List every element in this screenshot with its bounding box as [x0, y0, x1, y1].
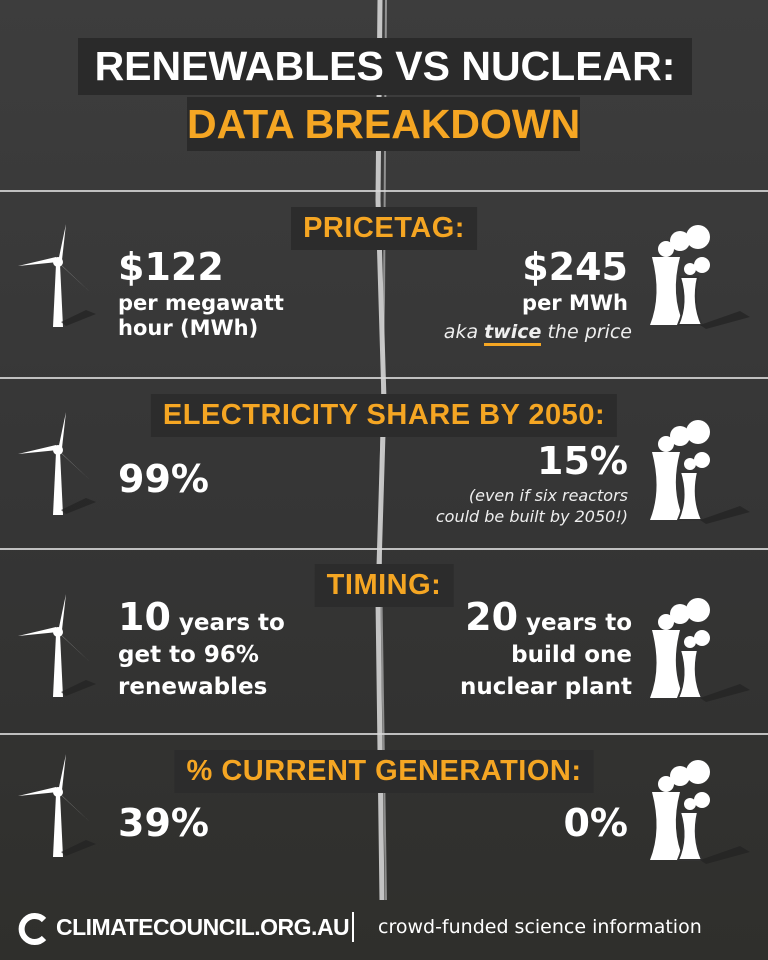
note-emphasis: twice [484, 321, 542, 346]
text-line: build one [511, 642, 632, 668]
nuclear-text: 20 years to build one nuclear plant [460, 596, 632, 703]
footer-separator [352, 912, 354, 942]
nuclear-value: 0% [563, 801, 628, 845]
footer-logo[interactable]: CLIMATECOUNCIL.ORG.AU [56, 914, 350, 940]
section-heading: % CURRENT GENERATION: [174, 750, 594, 793]
logo-mark [18, 913, 47, 945]
divider [0, 548, 768, 550]
text-part: years to [526, 610, 632, 636]
divider [0, 377, 768, 379]
nuclear-value: $245 [522, 245, 628, 289]
text-line: nuclear plant [460, 674, 632, 700]
nuclear-plant-icon [649, 420, 751, 525]
nuclear-plant-icon [649, 760, 751, 865]
renewables-value: 99% [118, 457, 209, 501]
note-text: aka [443, 321, 479, 343]
renewables-value: 10 [118, 595, 171, 639]
nuclear-text: per MWh [522, 291, 628, 315]
wind-turbine-icon [18, 412, 96, 515]
section-heading: ELECTRICITY SHARE BY 2050: [150, 394, 618, 437]
nuclear-plant-icon [649, 598, 751, 703]
renewables-text: per megawatt hour (MWh) [118, 291, 284, 341]
wind-turbine-icon [18, 224, 96, 327]
nuclear-note: (even if six reactors could be built by 2… [436, 485, 628, 527]
section-heading: TIMING: [314, 564, 454, 607]
title-line1: RENEWABLES VS NUCLEAR: [78, 38, 692, 95]
divider [0, 733, 768, 735]
text-line: hour (MWh) [118, 316, 259, 340]
renewables-text: 10 years to get to 96% renewables [118, 596, 285, 703]
note-line: (even if six reactors [468, 486, 628, 505]
note-text: the price [547, 321, 632, 343]
text-line: 10 years to [118, 596, 285, 639]
nuclear-value: 20 [465, 595, 519, 639]
text-line: renewables [118, 674, 268, 700]
section-heading: PRICETAG: [291, 207, 477, 250]
divider [0, 190, 768, 192]
text-line: per megawatt [118, 291, 284, 315]
text-line: 20 years to [460, 596, 632, 639]
note-line: could be built by 2050!) [435, 507, 628, 526]
renewables-value: 39% [118, 801, 209, 845]
footer-tagline: crowd-funded science information [378, 916, 702, 938]
text-line: get to 96% [118, 642, 259, 668]
nuclear-note: aka twice the price [443, 321, 632, 346]
renewables-value: $122 [118, 245, 224, 289]
wind-turbine-icon [18, 754, 96, 857]
title-line2: DATA BREAKDOWN [187, 97, 580, 151]
text-part: years to [178, 610, 285, 636]
nuclear-value: 15% [537, 439, 628, 483]
wind-turbine-icon [18, 594, 96, 697]
nuclear-plant-icon [649, 225, 751, 330]
